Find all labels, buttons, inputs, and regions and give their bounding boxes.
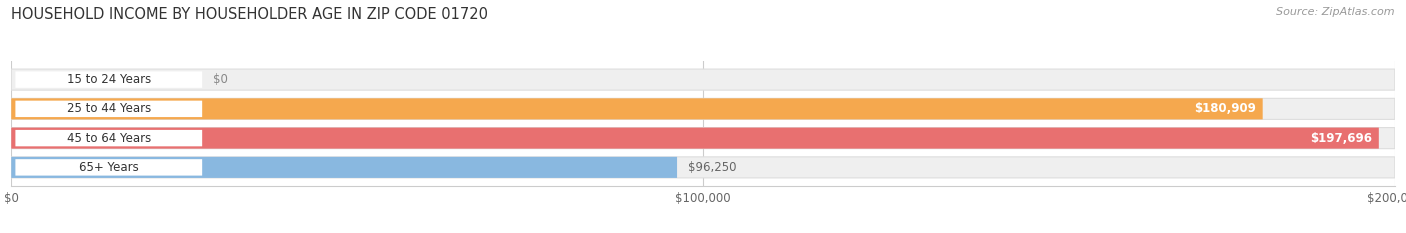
FancyBboxPatch shape	[15, 101, 202, 117]
FancyBboxPatch shape	[11, 98, 1263, 119]
FancyBboxPatch shape	[11, 157, 678, 178]
Text: Source: ZipAtlas.com: Source: ZipAtlas.com	[1277, 7, 1395, 17]
FancyBboxPatch shape	[11, 128, 1379, 149]
FancyBboxPatch shape	[15, 159, 202, 176]
Text: $197,696: $197,696	[1310, 132, 1372, 145]
Text: 65+ Years: 65+ Years	[79, 161, 139, 174]
FancyBboxPatch shape	[11, 98, 1395, 119]
FancyBboxPatch shape	[15, 71, 202, 88]
Text: 15 to 24 Years: 15 to 24 Years	[66, 73, 150, 86]
Text: $96,250: $96,250	[688, 161, 737, 174]
FancyBboxPatch shape	[11, 128, 1395, 149]
FancyBboxPatch shape	[11, 157, 1395, 178]
Text: 45 to 64 Years: 45 to 64 Years	[66, 132, 150, 145]
FancyBboxPatch shape	[11, 69, 1395, 90]
FancyBboxPatch shape	[15, 130, 202, 146]
Text: 25 to 44 Years: 25 to 44 Years	[66, 102, 150, 115]
Text: HOUSEHOLD INCOME BY HOUSEHOLDER AGE IN ZIP CODE 01720: HOUSEHOLD INCOME BY HOUSEHOLDER AGE IN Z…	[11, 7, 488, 22]
Text: $0: $0	[214, 73, 228, 86]
Text: $180,909: $180,909	[1194, 102, 1256, 115]
